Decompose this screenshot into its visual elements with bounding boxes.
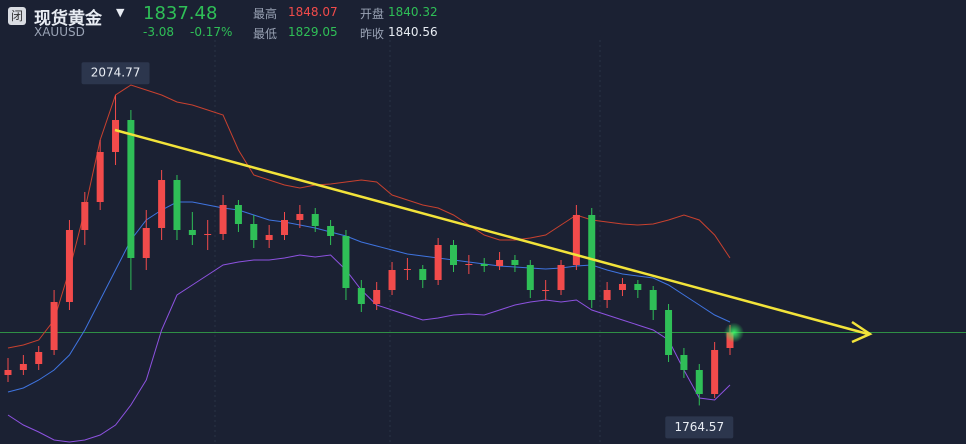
candle-body [112, 120, 120, 152]
candle-body [557, 265, 565, 290]
extreme-tag-box [665, 416, 734, 439]
candle-body [511, 260, 519, 265]
candle-body [281, 220, 289, 235]
candle-body [665, 310, 673, 355]
candle-body [357, 288, 365, 304]
candle-body [96, 152, 104, 202]
stat-label: 昨收 [360, 27, 385, 41]
dropdown-arrow[interactable]: ▼ [116, 6, 125, 19]
band-line [7, 84, 731, 349]
candle-body [649, 290, 657, 310]
candle-body [158, 180, 166, 228]
stat-label: 开盘 [360, 7, 385, 21]
candle-body [19, 364, 27, 370]
candle-body [234, 205, 242, 224]
stat-value: 1840.56 [388, 25, 438, 39]
candle-body [680, 355, 688, 370]
candle-body [388, 270, 396, 290]
candle-body [188, 230, 196, 235]
candle-body [542, 290, 550, 291]
candle-body [449, 245, 457, 265]
candle-body [219, 205, 227, 234]
status-icon: 闭 [8, 7, 26, 25]
candle-body [434, 245, 442, 280]
candle-body [711, 350, 719, 394]
candle-body [65, 230, 73, 302]
candle-body [403, 269, 411, 270]
candle-body [265, 235, 273, 240]
candle-body [373, 290, 381, 304]
candle-body [81, 202, 89, 230]
candle-body [50, 302, 58, 350]
candle-body [173, 180, 181, 230]
candle-body [496, 260, 504, 266]
price: 1837.48 [143, 3, 218, 24]
candle-body [603, 290, 611, 300]
trend-arrow [851, 320, 873, 344]
candle-body [695, 370, 703, 394]
candle-body [204, 234, 212, 235]
extreme-tag-box [81, 62, 150, 85]
candle-body [296, 214, 304, 220]
candle-body [327, 226, 335, 236]
candle-body [465, 264, 473, 265]
price-glow [724, 322, 744, 343]
change-pct: -0.17% [190, 25, 233, 39]
stat-label: 最高 [253, 7, 278, 21]
candle-body [419, 269, 427, 280]
instrument-name[interactable]: 现货黄金 [34, 9, 102, 29]
extreme-tag: 2074.77 [91, 66, 141, 80]
candle-body [311, 214, 319, 226]
candle-body [588, 215, 596, 300]
stat-value: 1848.07 [288, 5, 338, 19]
stat-value: 1829.05 [288, 25, 338, 39]
candle-body [480, 264, 488, 266]
stat-label: 最低 [253, 27, 278, 41]
candle-body [342, 236, 350, 288]
candle-body [634, 284, 642, 290]
band-line [7, 254, 731, 443]
candle-body [572, 215, 580, 265]
candle-body [618, 284, 626, 290]
change: -3.08 [143, 25, 175, 39]
symbol: XAUUSD [34, 25, 85, 39]
candle-body [35, 352, 43, 364]
candle-body [526, 265, 534, 290]
candle-body [127, 120, 135, 258]
extreme-tag: 1764.57 [674, 420, 724, 434]
candle-body [250, 224, 258, 240]
candle-body [142, 228, 150, 258]
candle-body [4, 370, 12, 375]
stat-value: 1840.32 [388, 5, 438, 19]
trend-line [114, 128, 869, 336]
